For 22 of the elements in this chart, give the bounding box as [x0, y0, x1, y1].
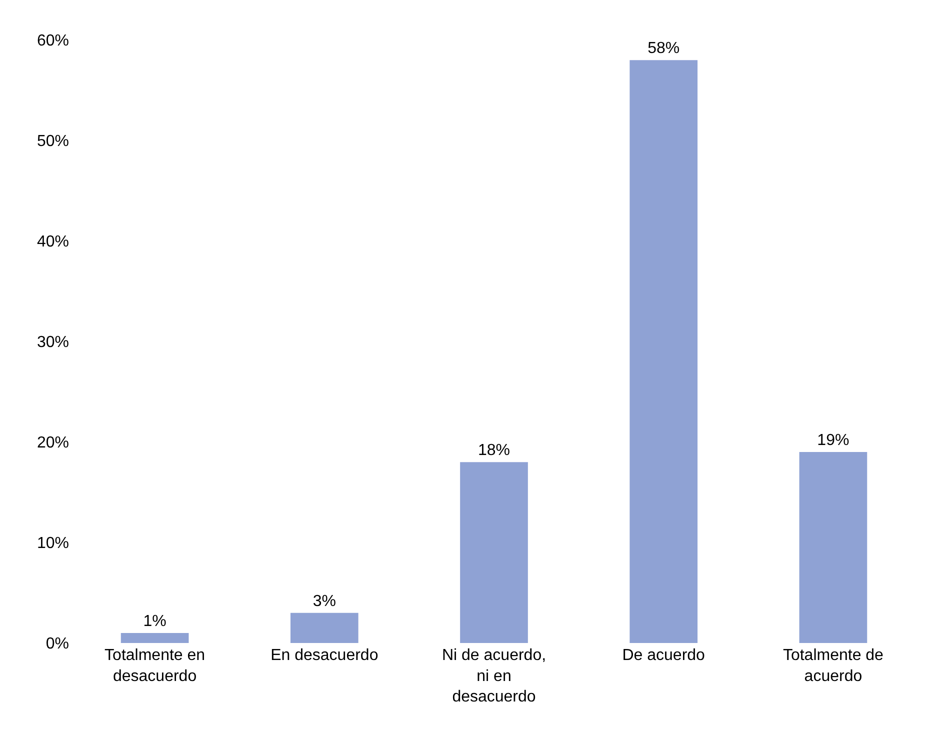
x-tick-label: Ni de acuerdo, ni en desacuerdo — [442, 647, 546, 706]
bar — [460, 462, 528, 643]
y-tick-label: 30% — [36, 334, 69, 352]
bar — [799, 452, 868, 643]
x-tick-label: De acuerdo — [622, 647, 706, 664]
y-tick-label: 10% — [36, 535, 69, 552]
y-tick-label: 0% — [46, 636, 69, 653]
data-label: 1% — [143, 612, 166, 630]
y-tick-label: 40% — [36, 234, 69, 251]
x-tick-label: Totalmente de acuerdo — [782, 647, 884, 685]
x-tick-label: En desacuerdo — [270, 647, 378, 664]
x-tick-label: Totalmente en desacuerdo — [104, 647, 206, 685]
y-tick-label: 50% — [36, 133, 69, 150]
y-tick-label: 20% — [36, 434, 69, 452]
data-label: 18% — [478, 442, 510, 460]
data-label: 19% — [817, 432, 850, 450]
bar — [120, 632, 189, 643]
data-label: 3% — [312, 592, 336, 610]
y-tick-label: 60% — [36, 32, 69, 50]
bar — [630, 60, 698, 643]
bar — [290, 612, 358, 643]
data-label: 58% — [648, 40, 680, 58]
